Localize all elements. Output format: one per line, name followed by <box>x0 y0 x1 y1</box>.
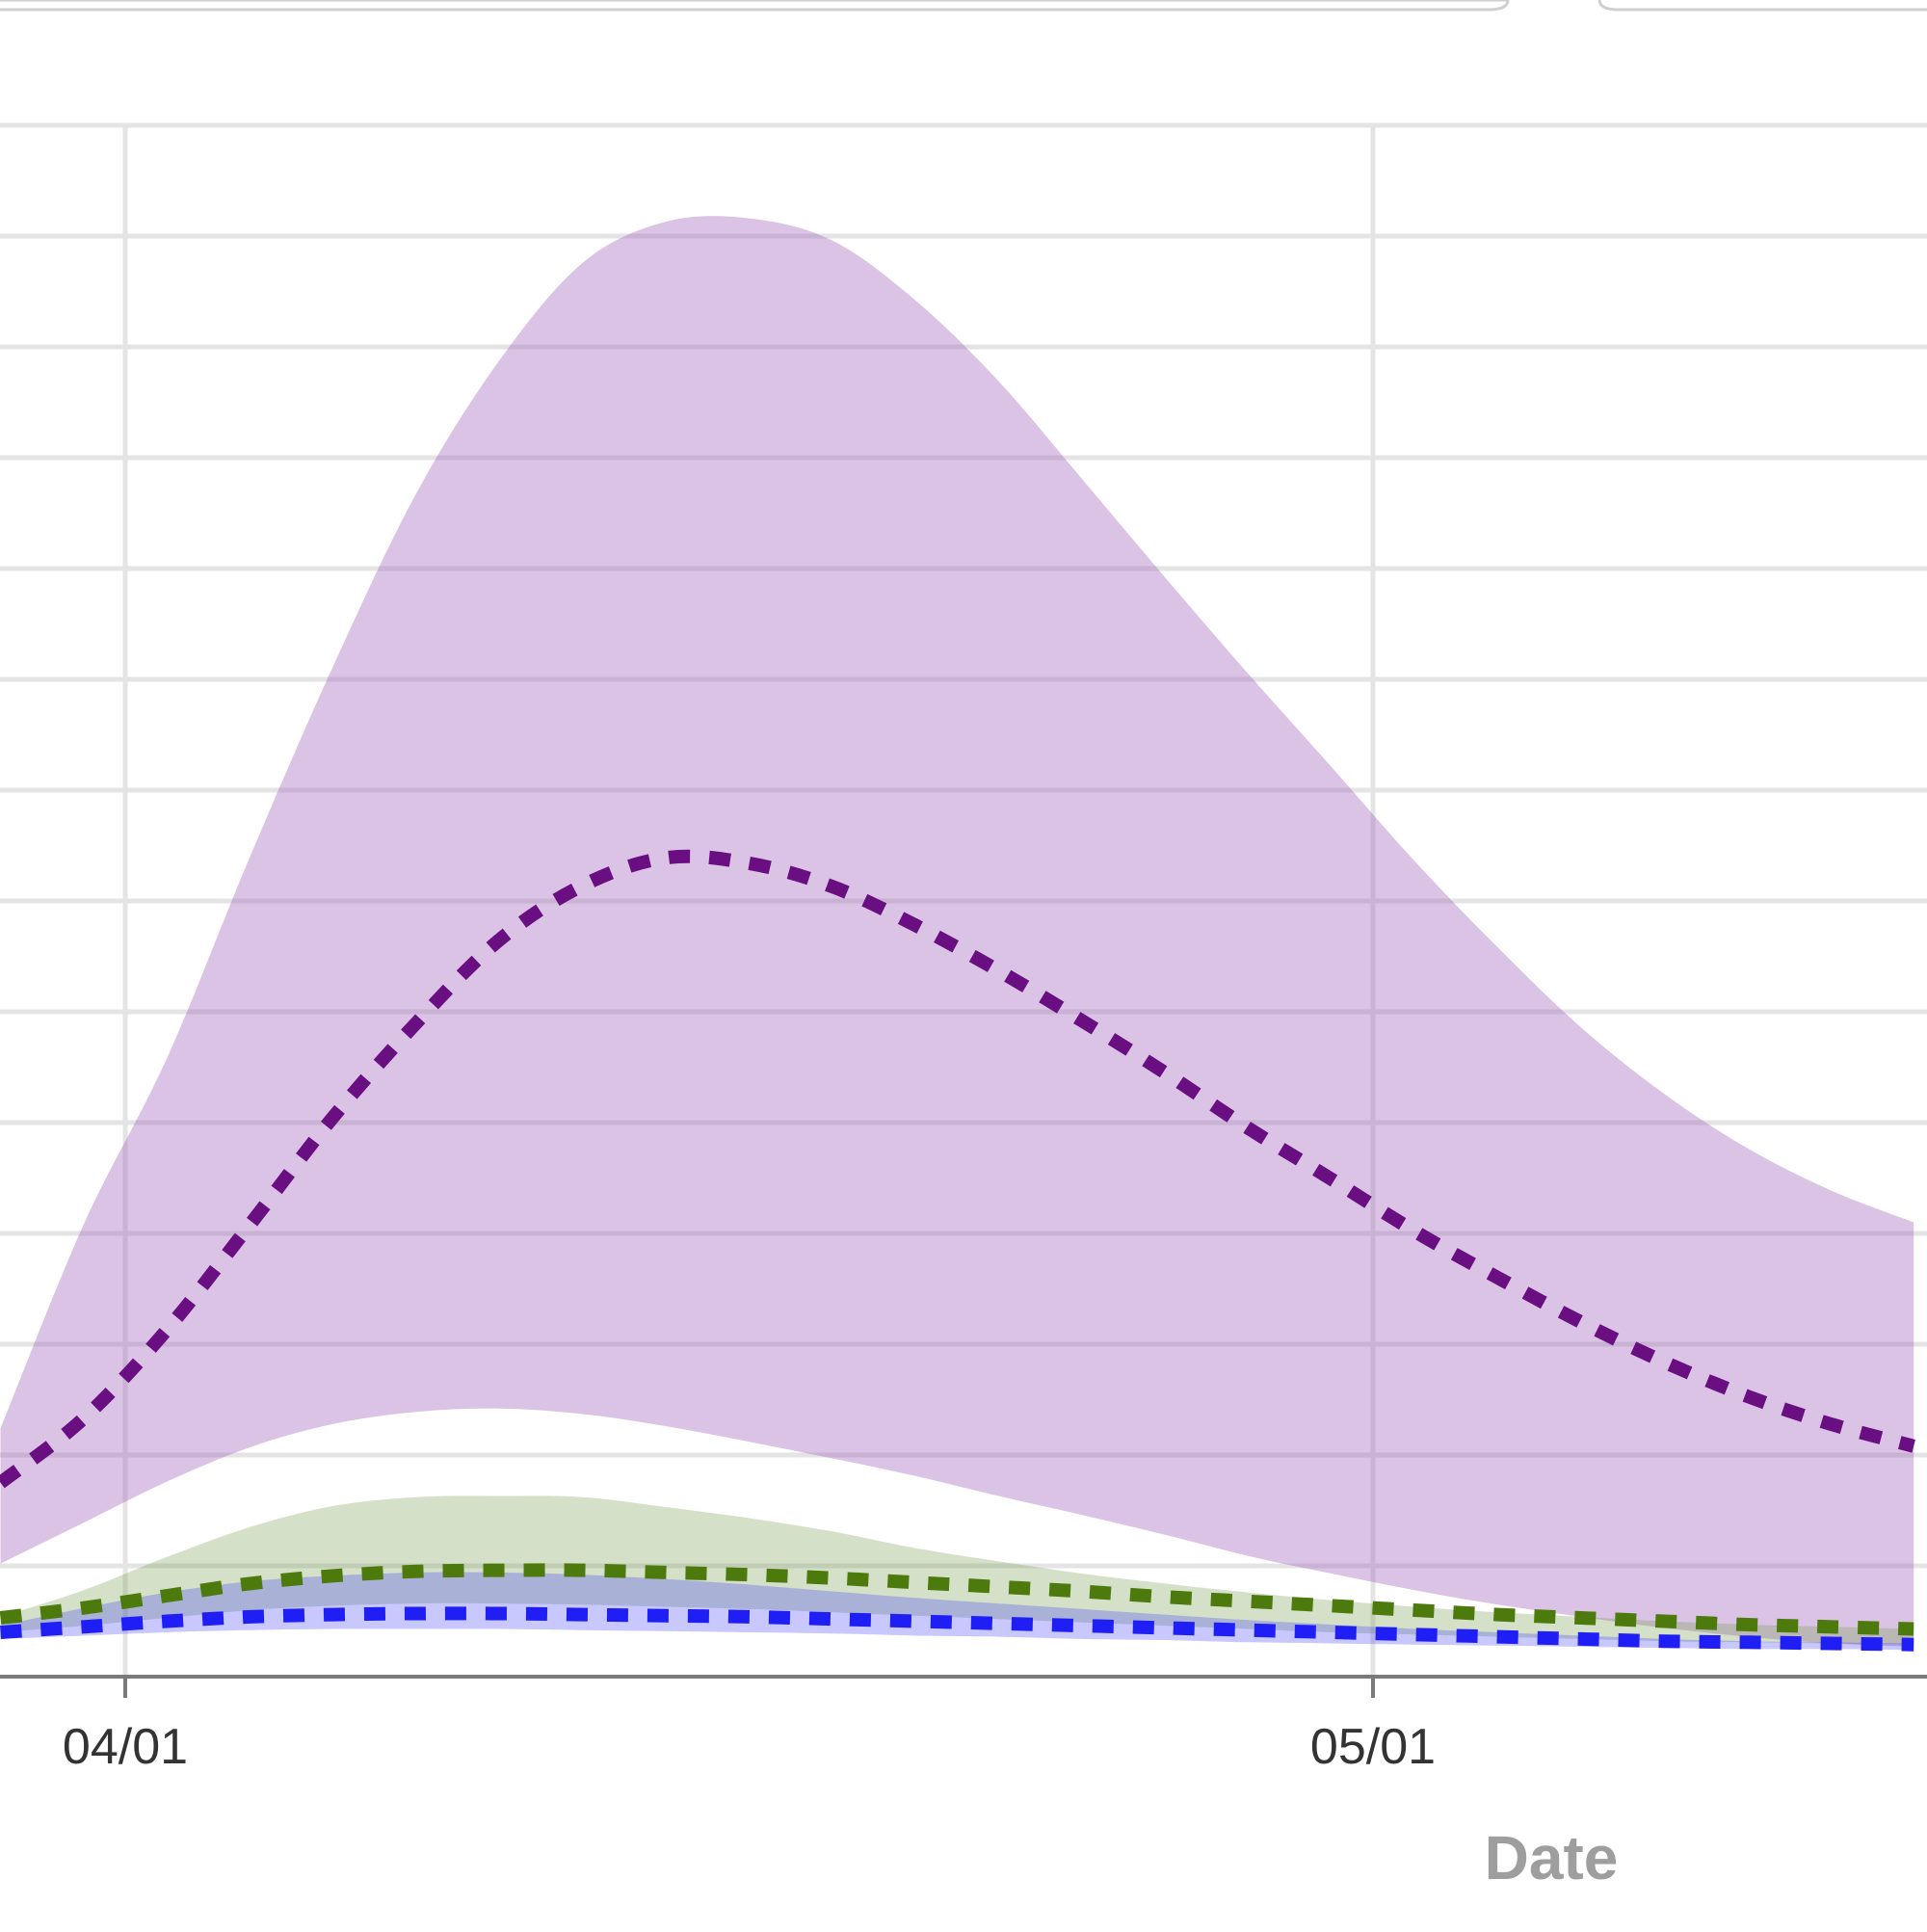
confidence-band-1 <box>0 216 1914 1648</box>
x-tick-label: 05/01 <box>1310 1719 1436 1775</box>
confidence-band-2 <box>0 1495 1914 1645</box>
confidence-bands <box>0 216 1914 1651</box>
grid-lines <box>0 122 1927 1677</box>
series-lines <box>0 849 1915 1652</box>
series-line-2[interactable] <box>0 1563 1914 1636</box>
x-axis-title: Date <box>1485 1823 1619 1892</box>
series-line-3[interactable] <box>0 1606 1914 1652</box>
x-axis: 04/01 05/01 <box>0 1675 1927 1775</box>
top-control-frame <box>0 0 1927 12</box>
top-control-right[interactable] <box>1597 0 1927 12</box>
top-control-left[interactable] <box>0 0 1510 12</box>
x-tick-label: 04/01 <box>63 1719 188 1775</box>
